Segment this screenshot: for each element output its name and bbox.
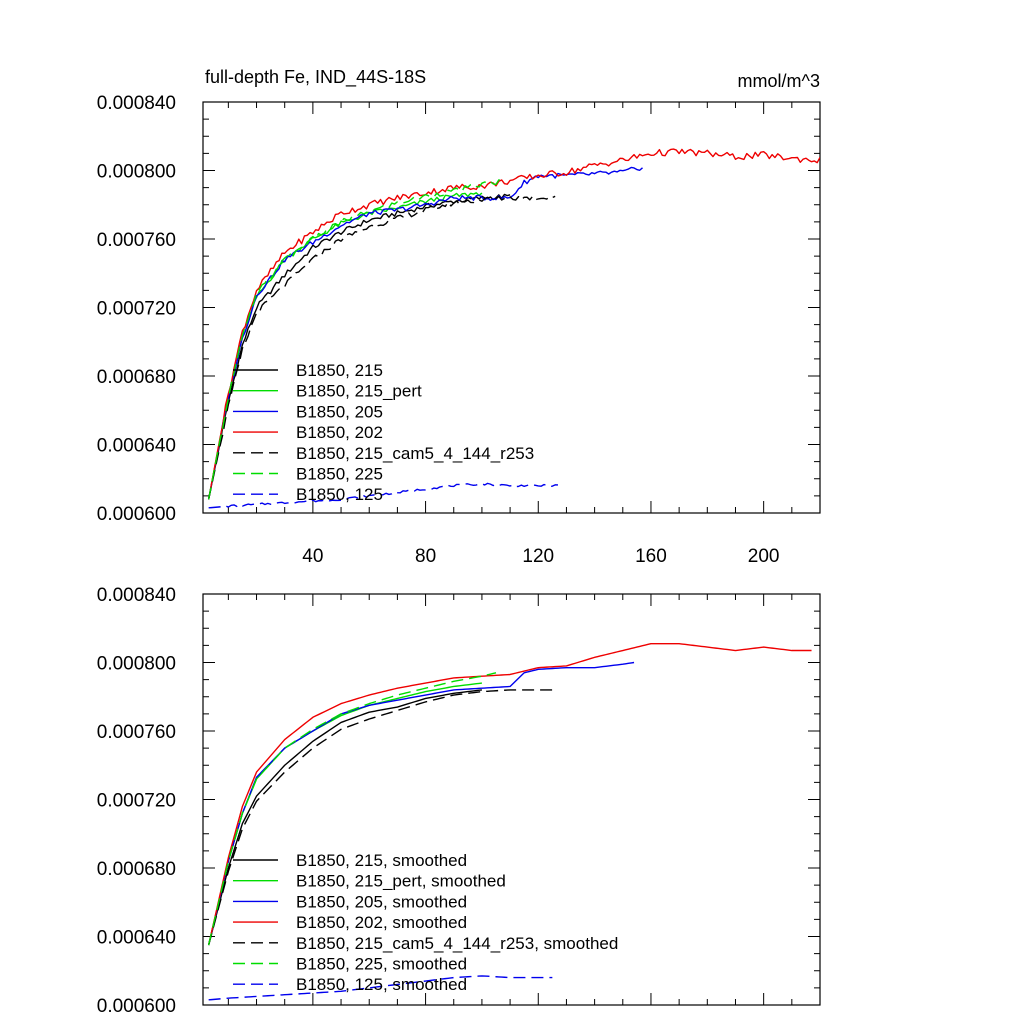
legend-label: B1850, 215, smoothed bbox=[296, 851, 467, 870]
legend-label: B1850, 125 bbox=[296, 485, 383, 504]
y-tick-label: 0.000600 bbox=[97, 504, 176, 525]
legend-label: B1850, 205, smoothed bbox=[296, 892, 467, 911]
y-tick-label: 0.000640 bbox=[97, 928, 176, 949]
y-tick-label: 0.000680 bbox=[97, 859, 176, 880]
x-tick-label: 80 bbox=[415, 546, 436, 567]
legend-label: B1850, 215_cam5_4_144_r253 bbox=[296, 444, 534, 463]
legend-label: B1850, 205 bbox=[296, 402, 383, 421]
series-lines bbox=[207, 148, 820, 509]
y-tick-label: 0.000640 bbox=[97, 436, 176, 457]
legend-label: B1850, 215_pert, smoothed bbox=[296, 872, 506, 891]
legend-label: B1850, 202, smoothed bbox=[296, 913, 467, 932]
legend-label: B1850, 215 bbox=[296, 361, 383, 380]
series-line bbox=[207, 642, 812, 946]
series-line bbox=[208, 975, 553, 1001]
series-lines bbox=[207, 642, 812, 1001]
y-tick-label: 0.000680 bbox=[97, 367, 176, 388]
legend-label: B1850, 202 bbox=[296, 423, 383, 442]
legend-label: B1850, 225 bbox=[296, 465, 383, 484]
y-tick-label: 0.000840 bbox=[97, 585, 176, 606]
chart-panel-bottom: 0.000600 0.000640 0.000680 0.000720 0.000760… bbox=[97, 585, 821, 1017]
series-line bbox=[208, 482, 558, 509]
legend-label: B1850, 225, smoothed bbox=[296, 955, 467, 974]
series-line bbox=[207, 148, 820, 500]
series-line bbox=[207, 689, 483, 946]
legend-label: B1850, 215_cam5_4_144_r253, smoothed bbox=[296, 934, 618, 953]
chart-units: mmol/m^3 bbox=[738, 71, 820, 91]
y-tick-label: 0.000720 bbox=[97, 791, 176, 812]
y-tick-label: 0.000600 bbox=[97, 996, 176, 1017]
x-tick-label: 200 bbox=[748, 546, 780, 567]
legend-label: B1850, 125, smoothed bbox=[296, 975, 467, 994]
y-tick-label: 0.000800 bbox=[97, 654, 176, 675]
y-tick-label: 0.000840 bbox=[97, 93, 176, 114]
series-line bbox=[207, 178, 505, 500]
x-tick-label: 160 bbox=[635, 546, 667, 567]
plot-area-bottom: 0.000600 0.000640 0.000680 0.000720 0.000760… bbox=[97, 585, 821, 1017]
legend: B1850, 215, smoothed B1850, 215_pert, smo… bbox=[233, 851, 618, 994]
chart-panel-top: full-depth Fe, IND_44S-18S mmol/m^3 40 80… bbox=[97, 67, 821, 567]
y-tick-label: 0.000800 bbox=[97, 162, 176, 183]
x-tick-label: 40 bbox=[302, 546, 323, 567]
series-line bbox=[207, 689, 553, 946]
y-tick-label: 0.000760 bbox=[97, 722, 176, 743]
series-line bbox=[207, 195, 556, 500]
x-tick-label: 120 bbox=[522, 546, 554, 567]
y-tick-label: 0.000720 bbox=[97, 299, 176, 320]
series-line bbox=[207, 672, 497, 946]
chart-title: full-depth Fe, IND_44S-18S bbox=[205, 67, 426, 88]
legend-label: B1850, 215_pert bbox=[296, 382, 422, 401]
y-tick-label: 0.000760 bbox=[97, 230, 176, 251]
plot-area-top: 40 80 120 160 200 0.000600 0.000640 0.000680 0.0… bbox=[97, 93, 821, 567]
